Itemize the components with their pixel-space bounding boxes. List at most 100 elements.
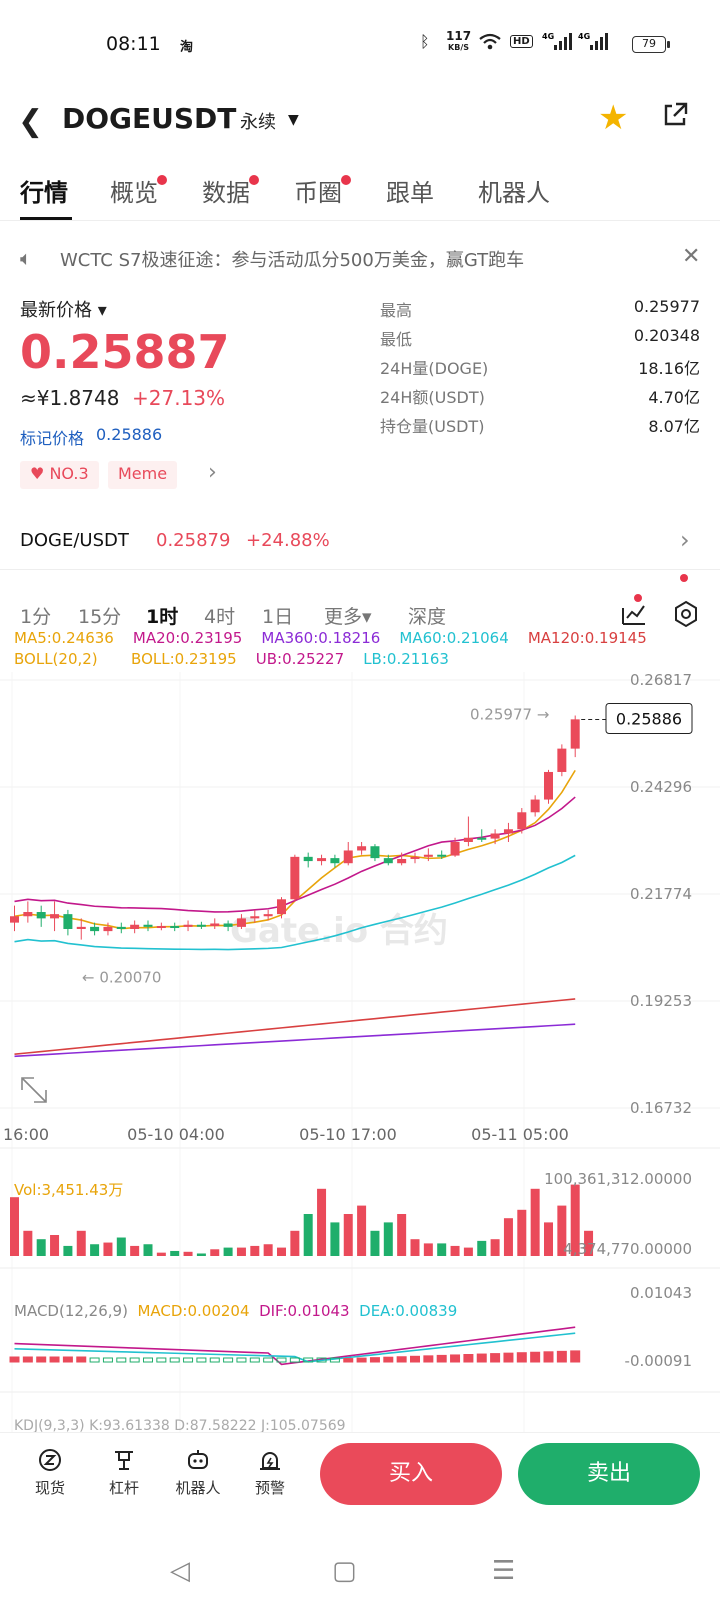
volume-bar [503,1218,513,1256]
interval-1d[interactable]: 1日 [262,606,294,628]
volume-bar [36,1239,46,1256]
depth-tab[interactable]: 深度 [408,606,447,628]
volume-label: Vol:3,451.43万 [14,1181,124,1199]
settings-icon[interactable] [672,600,700,628]
chevron-right-icon[interactable]: › [680,526,690,554]
tab-community[interactable]: 币圈 [294,173,351,208]
tab-bots[interactable]: 机器人 [478,179,550,207]
volume-bar [156,1252,166,1256]
kline-chart[interactable]: Gate.io 合约 0.26817 0.24296 0.21774 0.19253 0… [0,672,720,1432]
macd-histogram-bar [236,1357,247,1363]
macd-histogram-bar [303,1357,314,1363]
tag-badge[interactable]: Meme [108,461,178,489]
volume-bar [236,1247,246,1256]
heart-icon: ♥︎ [30,464,45,483]
interval-1m[interactable]: 1分 [20,606,52,628]
price-type-selector[interactable]: 最新价格 ▾ [20,300,107,321]
macd-histogram-bar [530,1351,541,1363]
candle-body [250,916,260,919]
candle-body [130,924,140,929]
back-icon[interactable]: ❮ [18,104,44,139]
expand-icon[interactable] [21,1077,47,1103]
sell-button[interactable]: 卖出 [518,1443,700,1505]
net-speed: 117 KB/S [446,29,472,52]
volume-bar [183,1251,193,1256]
candle-body [23,912,33,917]
stat-turnover: 24H额(USDT) 4.70亿 [380,388,700,407]
announcement-text[interactable]: WCTC S7极速征途：参与活动瓜分500万美金，赢GT跑车 [60,250,525,271]
x-tick-label: 05-10 04:00 [127,1125,225,1144]
buy-button[interactable]: 买入 [320,1443,502,1505]
macd-histogram-bar [22,1356,33,1363]
indicator-icon[interactable] [620,600,648,628]
macd-histogram-bar [423,1355,434,1363]
contract-type-selector[interactable]: 永续 [240,112,276,133]
volume-bar [383,1222,393,1256]
candle-body [50,914,60,919]
volume-bar [250,1245,260,1256]
volume-max-label: 100,361,312.00000 [544,1170,692,1188]
current-price-box[interactable] [605,703,693,735]
tab-copy-trading[interactable]: 跟单 [386,179,434,207]
interval-15m[interactable]: 15分 [78,606,122,628]
tab-data[interactable]: 数据 [202,173,259,208]
candle-body [210,923,220,927]
signal-4g-icon: 4G [542,32,572,50]
macd-histogram-bar [436,1354,447,1363]
candle-body [397,858,407,864]
nav-home-icon[interactable]: ▢ [332,1556,357,1586]
macd-histogram-bar [516,1352,527,1363]
macd-histogram-bar [410,1355,420,1363]
status-time: 08:11 [106,33,161,55]
volume-bar [423,1243,433,1256]
interval-more[interactable]: 更多▾ [324,606,372,628]
share-icon[interactable] [660,100,690,130]
candle-body [530,799,540,813]
ma5-line [14,769,576,930]
svg-text:4G: 4G [578,32,590,41]
price-change: +27.13% [132,386,226,410]
candle-body [517,812,527,830]
candle-body [450,841,460,856]
ma60-label: MA60:0.21064 [399,629,509,647]
volume-bar [103,1242,113,1256]
macd-histogram-bar [503,1352,514,1363]
svg-text:Gate.io 合约: Gate.io 合约 [230,911,448,951]
stat-open-interest: 持仓量(USDT) 8.07亿 [380,417,700,436]
close-icon[interactable]: ✕ [682,244,701,269]
tab-market[interactable]: 行情 [20,179,68,207]
interval-4h[interactable]: 4时 [204,606,236,628]
candle-body [183,924,193,927]
favorite-star-icon[interactable]: ★ [598,98,629,138]
candle-body [10,916,19,923]
macd-histogram-bar [143,1357,153,1363]
main-tabs: 行情 概览 数据 币圈 跟单 机器人 [0,165,720,221]
boll-label: BOLL(20,2) [14,650,98,668]
status-bar: 08:11 淘 ᛒ 117 KB/S HD 4G 4G 79 [0,0,720,90]
volume-bar [263,1244,273,1256]
macd-histogram-bar [329,1357,340,1363]
interval-1h[interactable]: 1时 [146,606,179,628]
volume-bar [196,1253,206,1256]
candle-body [116,926,126,929]
volume-bar [10,1197,19,1256]
macd-histogram-bar [62,1356,73,1363]
nav-back-icon[interactable]: ◁ [170,1556,190,1586]
spot-pair-row[interactable]: DOGE/USDT 0.25879 +24.88% › [0,520,720,570]
caret-down-icon[interactable]: ▼ [288,112,299,128]
volume-bar [570,1184,580,1256]
robot-icon [188,1450,208,1469]
announcement-bar[interactable]: 🔈︎ WCTC S7极速征途：参与活动瓜分500万美金，赢GT跑车 ✕ [0,240,720,276]
spot-button[interactable]: 现货 [20,1447,80,1498]
macd-histogram-bar [556,1350,567,1363]
rank-badge[interactable]: ♥︎ NO.3 [20,461,99,489]
alert-button[interactable]: 预警 [240,1447,300,1498]
candle-body [343,850,353,864]
volume-bar [290,1230,300,1256]
macd-histogram-bar [289,1357,300,1363]
chevron-right-icon[interactable]: › [208,460,217,485]
leverage-button[interactable]: 杠杆 [94,1447,154,1498]
nav-menu-icon[interactable]: ☰ [492,1556,516,1586]
bot-button[interactable]: 机器人 [168,1447,228,1498]
tab-overview[interactable]: 概览 [110,173,167,208]
